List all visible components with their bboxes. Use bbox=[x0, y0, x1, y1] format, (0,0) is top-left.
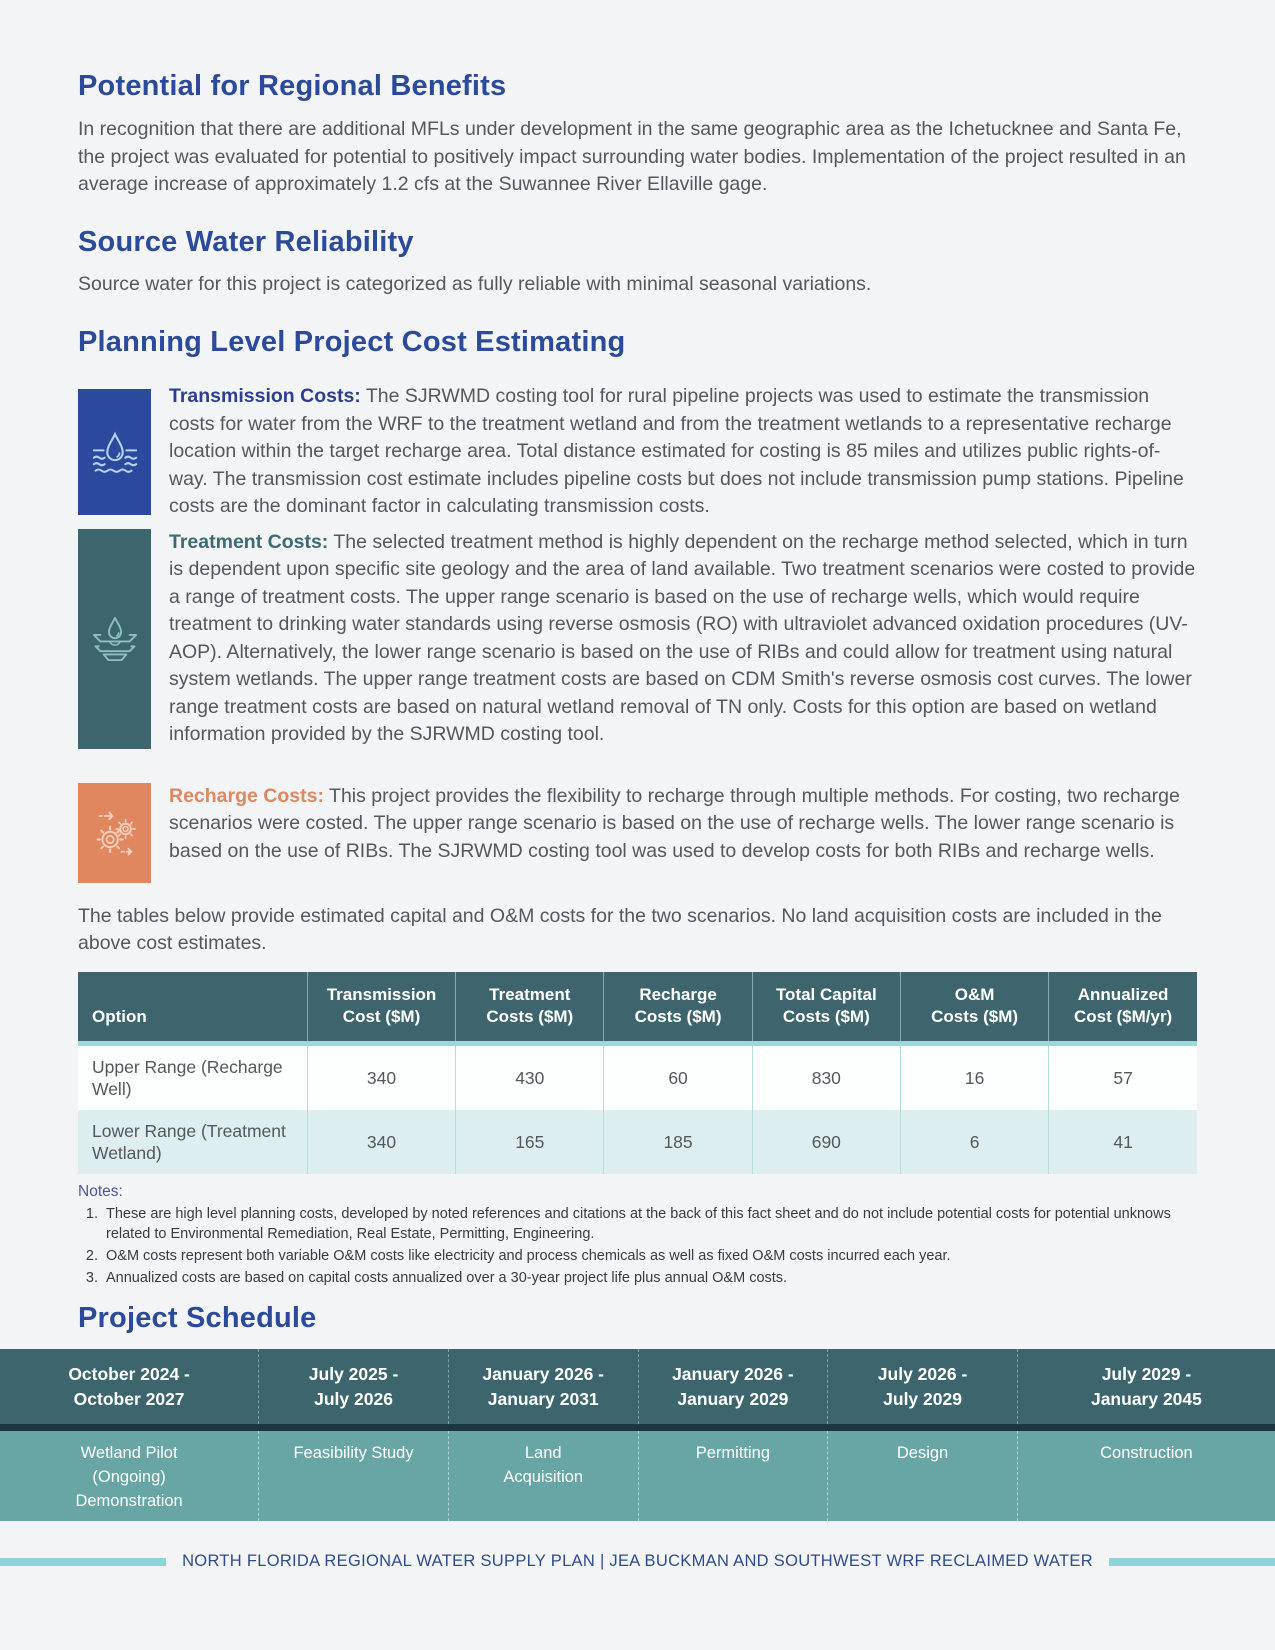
transmission-costs-paragraph: Transmission Costs: The SJRWMD costing t… bbox=[169, 383, 1197, 521]
page-content: Potential for Regional Benefits In recog… bbox=[0, 0, 1275, 1335]
column-header-transmission: Transmission Cost ($M) bbox=[306, 971, 456, 1043]
section-heading-cost-estimating: Planning Level Project Cost Estimating bbox=[78, 326, 626, 358]
schedule-phase-construction: Construction bbox=[1100, 1443, 1193, 1462]
schedule-phase-land: Land Acquisition bbox=[449, 1430, 639, 1521]
value-cell: 690 bbox=[751, 1109, 901, 1174]
column-header-om: O&M Costs ($M) bbox=[899, 971, 1049, 1043]
page-footer: NORTH FLORIDA REGIONAL WATER SUPPLY PLAN… bbox=[0, 1552, 1275, 1571]
notes-title: Notes: bbox=[78, 1182, 123, 1200]
gears-arrows-icon bbox=[95, 811, 136, 856]
regional-benefits-paragraph: In recognition that there are additional… bbox=[78, 118, 1186, 195]
column-header-option: Option bbox=[78, 971, 308, 1043]
note-item-1: These are high level planning costs, dev… bbox=[102, 1204, 1197, 1244]
schedule-phases-row: Wetland Pilot (Ongoing) Demonstration Fe… bbox=[0, 1430, 1275, 1521]
schedule-dates-row: October 2024 - October 2027 July 2025 - … bbox=[0, 1348, 1275, 1424]
value-cell: 340 bbox=[306, 1043, 456, 1110]
transmission-icon-box bbox=[78, 388, 151, 515]
value-cell: 165 bbox=[455, 1109, 604, 1174]
schedule-dates-wetland-pilot: October 2024 - October 2027 bbox=[0, 1348, 260, 1424]
note-item-2: O&M costs represent both variable O&M co… bbox=[102, 1246, 1197, 1266]
transmission-costs-text: The SJRWMD costing tool for rural pipeli… bbox=[169, 385, 1184, 517]
value-cell: 41 bbox=[1048, 1109, 1197, 1174]
column-header-treatment: Treatment Costs ($M) bbox=[455, 971, 604, 1043]
section-heading-regional-benefits: Potential for Regional Benefits bbox=[78, 70, 507, 102]
option-cell: Upper Range (Recharge Well) bbox=[92, 1056, 283, 1099]
footer-accent-bar-left bbox=[0, 1557, 167, 1566]
value-cell: 340 bbox=[306, 1109, 456, 1174]
schedule-phase-feasibility: Feasibility Study bbox=[259, 1430, 449, 1521]
schedule-dates-permitting: January 2026 - January 2029 bbox=[639, 1348, 829, 1424]
value-cell: 6 bbox=[899, 1109, 1049, 1174]
treatment-costs-label: Treatment Costs: bbox=[169, 530, 329, 553]
column-header-annualized: Annualized Cost ($M/yr) bbox=[1048, 971, 1197, 1043]
treatment-costs-block: Treatment Costs: The selected treatment … bbox=[78, 528, 1197, 749]
transmission-costs-block: Transmission Costs: The SJRWMD costing t… bbox=[78, 383, 1197, 521]
recharge-costs-label: Recharge Costs: bbox=[169, 784, 324, 807]
treatment-icon-box bbox=[78, 528, 151, 749]
schedule-separator-bar bbox=[0, 1423, 1275, 1431]
section-heading-source-water: Source Water Reliability bbox=[78, 225, 414, 258]
schedule-dates-construction: July 2029 - January 2045 bbox=[1090, 1363, 1202, 1409]
value-cell: 185 bbox=[603, 1109, 753, 1174]
value-cell: 430 bbox=[455, 1043, 604, 1110]
note-item-3: Annualized costs are based on capital co… bbox=[102, 1268, 1197, 1288]
value-cell: 830 bbox=[751, 1043, 901, 1110]
recharge-costs-paragraph: Recharge Costs: This project provides th… bbox=[169, 783, 1197, 883]
column-header-recharge: Recharge Costs ($M) bbox=[603, 971, 753, 1043]
filtration-layers-icon bbox=[92, 616, 137, 661]
section-heading-project-schedule: Project Schedule bbox=[78, 1301, 317, 1334]
water-drop-waves-icon bbox=[92, 431, 137, 473]
cost-table-header-row: Option Transmission Cost ($M) Treatment … bbox=[78, 971, 1197, 1043]
recharge-icon-box bbox=[78, 782, 151, 883]
schedule-phase-wetland-pilot: Wetland Pilot (Ongoing) Demonstration bbox=[0, 1430, 260, 1521]
column-header-total-capital: Total Capital Costs ($M) bbox=[751, 971, 901, 1043]
table-notes: Notes: These are high level planning cos… bbox=[78, 1182, 1197, 1288]
treatment-costs-text: The selected treatment method is highly … bbox=[169, 530, 1196, 746]
value-cell: 60 bbox=[603, 1043, 753, 1110]
value-cell: 57 bbox=[1048, 1043, 1197, 1110]
cost-estimate-table: Option Transmission Cost ($M) Treatment … bbox=[78, 971, 1197, 1174]
transmission-costs-label: Transmission Costs: bbox=[169, 385, 361, 407]
schedule-dates-feasibility: July 2025 - July 2026 bbox=[259, 1348, 449, 1424]
source-water-paragraph: Source water for this project is categor… bbox=[78, 272, 872, 295]
table-row-lower-range: Lower Range (Treatment Wetland) 340 165 … bbox=[78, 1109, 1197, 1174]
schedule-phase-design: Design bbox=[828, 1430, 1018, 1521]
footer-title: NORTH FLORIDA REGIONAL WATER SUPPLY PLAN… bbox=[182, 1552, 1093, 1570]
project-schedule-band: October 2024 - October 2027 July 2025 - … bbox=[0, 1348, 1275, 1521]
schedule-dates-land: January 2026 - January 2031 bbox=[449, 1348, 639, 1424]
option-cell: Lower Range (Treatment Wetland) bbox=[92, 1120, 286, 1163]
treatment-costs-paragraph: Treatment Costs: The selected treatment … bbox=[169, 529, 1197, 749]
schedule-phase-permitting: Permitting bbox=[639, 1430, 829, 1521]
footer-accent-bar-right bbox=[1108, 1557, 1275, 1566]
recharge-costs-block: Recharge Costs: This project provides th… bbox=[78, 782, 1197, 883]
cost-tables-intro-paragraph: The tables below provide estimated capit… bbox=[78, 904, 1162, 955]
recharge-costs-text: This project provides the flexibility to… bbox=[169, 784, 1180, 862]
schedule-dates-design: July 2026 - July 2029 bbox=[828, 1348, 1018, 1424]
table-row-upper-range: Upper Range (Recharge Well) 340 430 60 8… bbox=[78, 1043, 1197, 1110]
value-cell: 16 bbox=[899, 1043, 1049, 1110]
